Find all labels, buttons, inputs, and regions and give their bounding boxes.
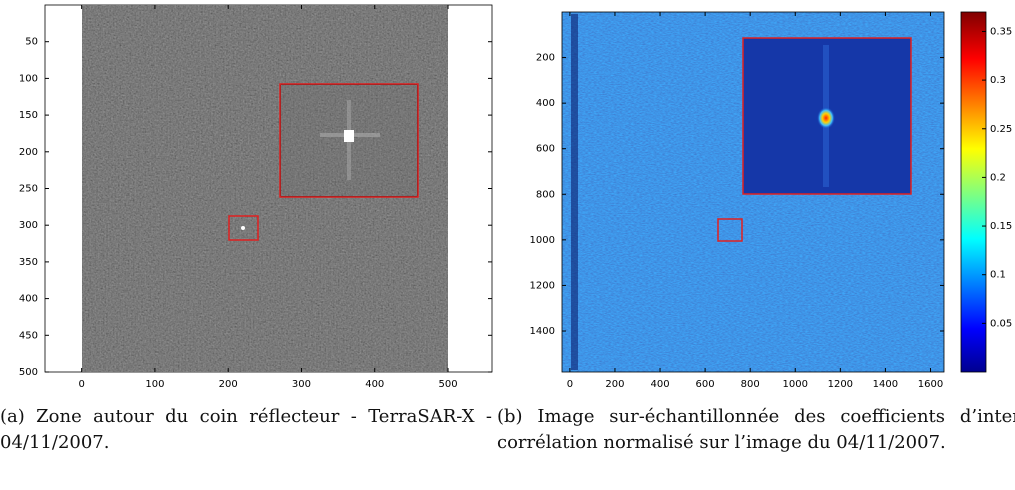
colorbar-tick-label: 0.1: [990, 270, 1006, 281]
y-tick-label: 1400: [530, 326, 555, 337]
x-tick-label: 500: [438, 379, 457, 390]
x-tick-label: 0: [78, 379, 84, 390]
axes-frame: [561, 11, 945, 373]
x-tick-label: 0: [567, 379, 573, 390]
reflector: [241, 226, 245, 230]
caption: (a) Zone autour du coin réflecteur - Ter…: [0, 406, 492, 453]
x-tick-label: 300: [292, 379, 311, 390]
zoom-peak: [344, 130, 354, 142]
colorbar-tick-label: 0.35: [990, 26, 1012, 37]
y-tick-label: 250: [19, 184, 38, 195]
y-tick-label: 400: [19, 294, 38, 305]
colorbar-tick-label: 0.05: [990, 318, 1012, 329]
x-tick-label: 1600: [918, 379, 943, 390]
y-tick-label: 600: [536, 144, 555, 155]
edge-band: [571, 14, 578, 370]
y-tick-label: 1000: [530, 235, 555, 246]
x-tick-label: 1200: [828, 379, 853, 390]
y-tick-label: 350: [19, 257, 38, 268]
figure: 0 100 200 300 400 500 50 100 150 200 250 300 350 400 4…: [19, 4, 1012, 390]
roi-box: [717, 218, 743, 242]
x-tick-label: 200: [605, 379, 624, 390]
y-tick-label: 800: [536, 189, 555, 200]
y-tick-label: 100: [19, 73, 38, 84]
colorbar-tick-label: 0.3: [990, 75, 1006, 86]
x-tick-label: 600: [696, 379, 715, 390]
x-tick-label: 400: [365, 379, 384, 390]
caption: (b) Image sur-échantillonnée des coeffic…: [497, 406, 1015, 453]
roi-box: [228, 215, 259, 241]
x-tick-label: 1000: [783, 379, 808, 390]
colorbar-tick-label: 0.25: [990, 124, 1012, 135]
x-tick-label: 400: [650, 379, 669, 390]
y-tick-label: 400: [536, 98, 555, 109]
y-tick-label: 300: [19, 220, 38, 231]
zoom-peak: [817, 107, 835, 129]
y-tick-label: 1200: [530, 280, 555, 291]
x-tick-label: 800: [741, 379, 760, 390]
x-tick-label: 1400: [873, 379, 898, 390]
y-tick-label: 50: [25, 37, 38, 48]
colorbar: [960, 11, 987, 373]
colorbar-tick-label: 0.2: [990, 172, 1006, 183]
x-tick-label: 100: [145, 379, 164, 390]
y-tick-label: 200: [536, 53, 555, 64]
colorbar-tick-label: 0.15: [990, 221, 1012, 232]
y-tick-label: 200: [19, 147, 38, 158]
y-tick-label: 500: [19, 367, 38, 378]
y-tick-label: 450: [19, 330, 38, 341]
x-tick-label: 200: [219, 379, 238, 390]
y-tick-label: 150: [19, 110, 38, 121]
